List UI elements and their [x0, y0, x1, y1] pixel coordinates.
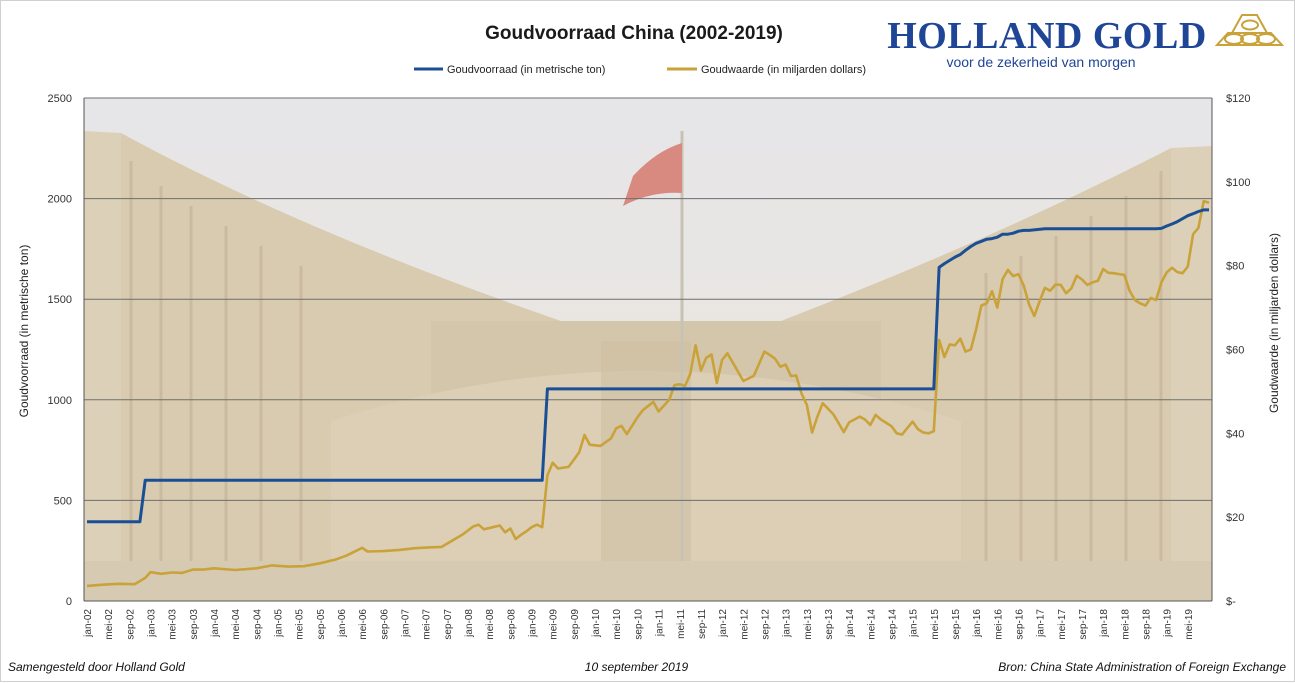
- legend-label-gold-value: Goudwaarde (in miljarden dollars): [701, 64, 866, 76]
- right-axis-label: Goudwaarde (in miljarden dollars): [1267, 233, 1281, 413]
- x-tick-label-6: jan-04: [210, 609, 221, 638]
- right-tick-label-6: $120: [1226, 93, 1250, 105]
- x-tick-label-45: jan-17: [1036, 609, 1047, 638]
- x-tick-label-15: jan-07: [401, 609, 412, 638]
- x-tick-label-49: mei-18: [1120, 609, 1131, 640]
- chart-title: Goudvoorraad China (2002-2019): [485, 23, 783, 44]
- x-tick-label-1: mei-02: [104, 609, 115, 640]
- right-tick-label-0: $-: [1226, 596, 1236, 608]
- x-tick-label-44: sep-16: [1014, 609, 1025, 640]
- x-tick-label-4: mei-03: [168, 609, 179, 640]
- x-tick-label-27: jan-11: [655, 609, 666, 637]
- series-line-0: [87, 208, 1209, 524]
- logo-brand-text: HOLLAND GOLD: [887, 15, 1207, 57]
- background-photo: [84, 98, 1212, 601]
- x-tick-label-47: sep-17: [1078, 609, 1089, 640]
- x-tick-label-14: sep-06: [379, 609, 390, 640]
- footer-credit: Samengesteld door Holland Gold: [8, 660, 185, 674]
- x-tick-label-20: sep-08: [506, 609, 517, 640]
- right-tick-label-5: $100: [1226, 177, 1250, 189]
- x-tick-label-32: sep-12: [760, 609, 771, 640]
- x-tick-label-46: mei-17: [1057, 609, 1068, 640]
- left-tick-label-5: 2500: [48, 93, 72, 105]
- holland-gold-logo: HOLLAND GOLD voor de zekerheid van morge…: [887, 14, 1285, 70]
- footer-source: Bron: China State Administration of Fore…: [998, 660, 1286, 674]
- legend-label-gold-reserve: Goudvoorraad (in metrische ton): [447, 64, 605, 76]
- x-tick-label-10: mei-05: [295, 609, 306, 640]
- left-tick-label-3: 1500: [48, 294, 72, 306]
- left-tick-label-2: 1000: [48, 395, 72, 407]
- x-tick-label-35: sep-13: [824, 609, 835, 640]
- x-tick-label-51: jan-19: [1163, 609, 1174, 638]
- right-tick-label-4: $80: [1226, 261, 1244, 273]
- x-tick-label-30: jan-12: [718, 609, 729, 638]
- x-tick-label-22: mei-09: [549, 609, 560, 640]
- x-tick-label-2: sep-02: [125, 609, 136, 640]
- x-tick-label-24: jan-10: [591, 609, 602, 638]
- x-tick-label-25: mei-10: [612, 609, 623, 640]
- left-axis-label: Goudvoorraad (in metrische ton): [17, 245, 31, 418]
- x-tick-label-43: mei-16: [993, 609, 1004, 640]
- axes: [83, 98, 1213, 602]
- x-tick-label-50: sep-18: [1141, 609, 1152, 640]
- x-tick-label-41: sep-15: [951, 609, 962, 640]
- series-line-1: [86, 199, 1210, 588]
- x-tick-label-34: mei-13: [803, 609, 814, 640]
- legend: Goudvoorraad (in metrische ton) Goudwaar…: [414, 64, 866, 76]
- x-tick-label-17: sep-07: [443, 609, 454, 640]
- x-tick-label-33: jan-13: [782, 609, 793, 638]
- x-tick-label-48: jan-18: [1099, 609, 1110, 638]
- x-tick-label-21: jan-09: [528, 609, 539, 638]
- x-tick-label-40: mei-15: [930, 609, 941, 640]
- left-tick-label-0: 0: [66, 596, 72, 608]
- x-tick-label-0: jan-02: [83, 609, 94, 638]
- right-axis-ticks: $- $20 $40 $60 $80 $100 $120: [1226, 93, 1250, 608]
- left-tick-label-1: 500: [54, 495, 72, 507]
- gold-bars-icon: [1214, 14, 1285, 46]
- right-tick-label-3: $60: [1226, 345, 1244, 357]
- logo-tagline: voor de zekerheid van morgen: [946, 54, 1135, 70]
- x-axis-ticks: jan-02 mei-02 sep-02 jan-03 mei-03 sep-03 jan-…: [83, 609, 1195, 640]
- x-tick-label-29: sep-11: [697, 609, 708, 639]
- x-tick-label-38: sep-14: [887, 609, 898, 640]
- left-axis-ticks: 0 500 1000 1500 2000 2500: [48, 93, 72, 608]
- x-tick-label-16: mei-07: [422, 609, 433, 640]
- x-tick-label-36: jan-14: [845, 609, 856, 638]
- footer-date: 10 september 2019: [584, 660, 689, 674]
- x-tick-label-26: sep-10: [633, 609, 644, 640]
- x-tick-label-37: mei-14: [866, 609, 877, 640]
- x-tick-label-12: jan-06: [337, 609, 348, 638]
- grid-lines: [84, 97, 1212, 501]
- x-tick-label-5: sep-03: [189, 609, 200, 640]
- x-tick-label-11: sep-05: [316, 609, 327, 640]
- x-tick-label-7: mei-04: [231, 609, 242, 640]
- right-tick-label-2: $40: [1226, 428, 1244, 440]
- x-tick-label-23: sep-09: [570, 609, 581, 640]
- x-tick-label-42: jan-16: [972, 609, 983, 638]
- series-layer: [86, 199, 1210, 588]
- x-tick-label-13: mei-06: [358, 609, 369, 640]
- left-tick-label-4: 2000: [48, 194, 72, 206]
- x-tick-label-8: sep-04: [252, 609, 263, 640]
- x-tick-label-28: mei-11: [676, 609, 687, 639]
- x-tick-label-18: jan-08: [464, 609, 475, 638]
- x-tick-label-3: jan-03: [147, 609, 158, 638]
- x-tick-label-39: jan-15: [909, 609, 920, 638]
- x-tick-label-9: jan-05: [274, 609, 285, 638]
- x-tick-label-52: mei-19: [1184, 609, 1195, 640]
- x-tick-label-31: mei-12: [739, 609, 750, 640]
- x-tick-label-19: mei-08: [485, 609, 496, 640]
- right-tick-label-1: $20: [1226, 512, 1244, 524]
